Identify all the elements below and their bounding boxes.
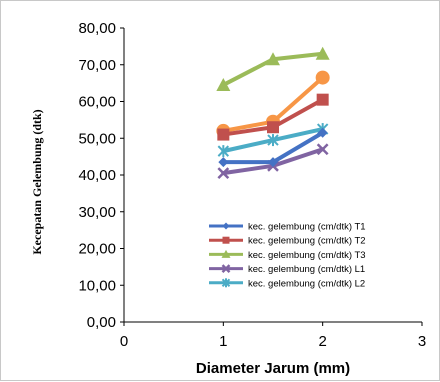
y-axis-label: Kecepatan Gelembung (dtk)	[30, 109, 44, 254]
legend-label: kec. gelembung (cm/dtk) L2	[248, 278, 365, 289]
data-point	[315, 70, 330, 85]
x-tick-label: 1	[219, 333, 227, 350]
y-tick-label: 50,00	[78, 130, 116, 147]
y-tick-label: 40,00	[78, 167, 116, 184]
y-tick-label: 0,00	[87, 314, 116, 331]
data-point	[316, 143, 329, 156]
legend-label: kec. gelembung (cm/dtk) T3	[248, 250, 366, 261]
legend-label: kec. gelembung (cm/dtk) L1	[248, 264, 365, 275]
series-t2	[217, 93, 329, 141]
legend-swatch-marker	[221, 264, 231, 273]
legend-item: kec. gelembung (cm/dtk) T3	[209, 249, 366, 261]
legend-swatch-marker	[222, 236, 230, 244]
y-tick-label: 60,00	[78, 94, 116, 111]
legend-item: kec. gelembung (cm/dtk) T2	[209, 236, 366, 247]
legend-item: kec. gelembung (cm/dtk) L1	[209, 264, 365, 275]
legend-swatch-marker	[221, 249, 231, 258]
data-point	[268, 157, 278, 168]
axes: 0,00 10,00 20,00 30,00 40,00 50,00 60,00 70,00 8…	[78, 20, 426, 350]
legend-swatch-marker	[222, 222, 230, 230]
data-point	[216, 77, 231, 91]
legend-swatch-marker	[221, 278, 231, 288]
data-point	[315, 46, 330, 60]
legend-label: kec. gelembung (cm/dtk) T1	[248, 222, 366, 233]
legend-item: kec. gelembung (cm/dtk) L2	[209, 278, 365, 289]
x-tick-label: 3	[418, 333, 426, 350]
series-layer	[216, 46, 330, 180]
data-point	[316, 93, 329, 106]
legend-item: kec. gelembung (cm/dtk) T1	[209, 222, 366, 233]
x-tick-label: 0	[120, 333, 128, 350]
series-t3	[216, 46, 330, 91]
series-t1	[218, 127, 328, 168]
y-tick-label: 20,00	[78, 241, 116, 258]
x-axis-label: Diameter Jarum (mm)	[196, 360, 350, 377]
y-tick-label: 70,00	[78, 57, 116, 74]
data-point	[218, 157, 229, 168]
y-tick-label: 30,00	[78, 204, 116, 221]
legend-label: kec. gelembung (cm/dtk) T2	[248, 236, 366, 247]
x-tick-label: 2	[318, 333, 326, 350]
legend: kec. gelembung (cm/dtk) T1 kec. gelembung…	[209, 222, 366, 289]
data-point	[217, 145, 230, 158]
data-point	[266, 52, 280, 66]
data-point	[217, 167, 230, 180]
y-tick-label: 10,00	[78, 277, 116, 294]
data-point	[267, 134, 279, 147]
data-point	[217, 128, 230, 141]
data-point	[267, 121, 279, 134]
data-point	[317, 127, 328, 138]
y-tick-label: 80,00	[78, 20, 116, 37]
